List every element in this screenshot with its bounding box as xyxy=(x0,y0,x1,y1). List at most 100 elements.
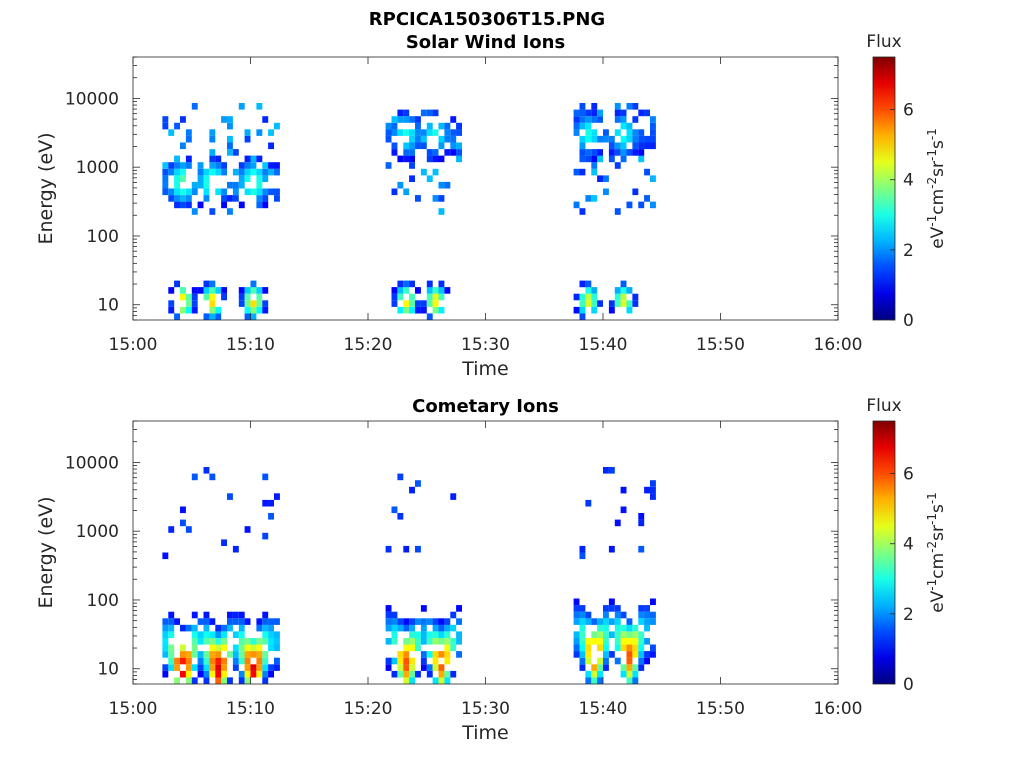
heatmap-cell xyxy=(232,664,239,671)
heatmap-cell xyxy=(650,480,656,487)
heatmap-cells xyxy=(162,103,656,320)
heatmap-cell xyxy=(209,293,216,301)
heatmap-cell xyxy=(221,664,227,671)
heatmap-cell xyxy=(420,664,427,671)
heatmap-cell xyxy=(403,188,410,196)
heatmap-cell xyxy=(415,480,421,487)
heatmap-cell xyxy=(209,135,216,143)
heatmap-cell xyxy=(438,155,445,163)
heatmap-cell xyxy=(632,638,639,645)
heatmap-cell xyxy=(256,103,263,110)
heatmap-cell xyxy=(450,135,457,143)
heatmap-cell xyxy=(168,300,175,307)
heatmap-cell xyxy=(203,181,210,189)
heatmap-cell xyxy=(256,175,263,182)
heatmap-cell xyxy=(579,300,586,307)
heatmap-cell xyxy=(603,129,609,136)
heatmap-cell xyxy=(274,644,280,652)
heatmap-cell xyxy=(409,618,415,625)
heatmap-cell xyxy=(185,188,192,196)
heatmap-cell xyxy=(162,664,169,671)
heatmap-cell xyxy=(638,201,645,209)
heatmap-cell xyxy=(244,168,251,176)
heatmap-cell xyxy=(244,618,251,625)
heatmap-cell xyxy=(620,280,627,288)
heatmap-cell xyxy=(438,631,445,638)
heatmap-cell xyxy=(185,162,192,169)
heatmap-cell xyxy=(432,664,439,671)
heatmap-cell xyxy=(585,135,592,143)
heatmap-cell xyxy=(209,657,216,665)
heatmap-cell xyxy=(191,631,198,638)
heatmap-cell xyxy=(256,129,263,136)
heatmap-cell xyxy=(638,618,645,625)
heatmap-cell xyxy=(579,155,586,163)
heatmap-cell xyxy=(391,657,398,665)
heatmap-cell xyxy=(162,122,169,130)
heatmap-cell xyxy=(250,287,257,294)
heatmap-cell xyxy=(232,181,239,189)
heatmap-cell xyxy=(620,122,627,130)
heatmap-cell xyxy=(597,644,603,652)
heatmap-cell xyxy=(274,664,280,671)
heatmap-cell xyxy=(591,162,598,169)
heatmap-cell xyxy=(397,624,404,632)
heatmap-cell xyxy=(614,300,621,307)
heatmap-cell xyxy=(215,313,222,320)
heatmap-cell xyxy=(585,657,592,665)
heatmap-cell xyxy=(614,116,621,123)
heatmap-cell xyxy=(638,129,645,136)
heatmap-cell xyxy=(614,644,621,652)
heatmap-cell xyxy=(585,129,592,136)
heatmap-cell xyxy=(397,618,404,625)
heatmap-cell xyxy=(597,109,603,117)
heatmap-cell xyxy=(620,611,627,619)
heatmap-cell xyxy=(209,473,216,481)
heatmap-cell xyxy=(203,651,210,658)
heatmap-cell xyxy=(180,306,186,314)
heatmap-cell xyxy=(268,638,274,645)
heatmap-cell xyxy=(244,677,251,684)
heatmap-cell xyxy=(626,638,633,645)
heatmap-cell xyxy=(620,644,627,652)
heatmap-cell xyxy=(221,670,227,678)
x-tick-label: 15:20 xyxy=(344,335,393,355)
heatmap-cell xyxy=(397,651,404,658)
heatmap-cell xyxy=(620,155,627,163)
x-tick-label: 15:20 xyxy=(344,699,393,719)
heatmap-cell xyxy=(180,506,186,514)
heatmap-cell xyxy=(591,631,598,638)
heatmap-cell xyxy=(591,109,598,117)
heatmap-cell xyxy=(638,611,645,619)
heatmap-cell xyxy=(650,618,656,625)
heatmap-cell xyxy=(268,618,274,625)
heatmap-cell xyxy=(162,181,169,189)
heatmap-cell xyxy=(573,116,580,123)
heatmap-cell xyxy=(268,670,274,678)
heatmap-cell xyxy=(632,631,639,638)
heatmap-cell xyxy=(415,545,421,553)
heatmap-cell xyxy=(638,651,645,658)
heatmap-cell xyxy=(397,109,404,117)
heatmap-cell xyxy=(597,300,603,307)
heatmap-cell xyxy=(579,618,586,625)
heatmap-cell xyxy=(432,618,439,625)
heatmap-cell xyxy=(579,135,586,143)
heatmap-cell xyxy=(438,638,445,645)
heatmap-cell xyxy=(620,486,627,494)
heatmap-cell xyxy=(632,103,639,110)
x-tick-label: 15:00 xyxy=(109,699,158,719)
heatmap-cell xyxy=(221,657,227,665)
heatmap-cell xyxy=(403,657,410,665)
y-tick-label: 100 xyxy=(87,227,119,247)
heatmap-cell xyxy=(232,618,239,625)
heatmap-cell xyxy=(603,611,609,619)
colorbar-tick-label: 2 xyxy=(903,605,914,625)
x-tick-label: 15:30 xyxy=(461,699,510,719)
heatmap-cell xyxy=(215,155,222,163)
heatmap-cell xyxy=(180,195,186,202)
heatmap-cell xyxy=(644,638,650,645)
heatmap-cell xyxy=(415,300,421,307)
colorbar-unit-label: eV-1cm-2sr-1s-1 xyxy=(925,128,948,249)
